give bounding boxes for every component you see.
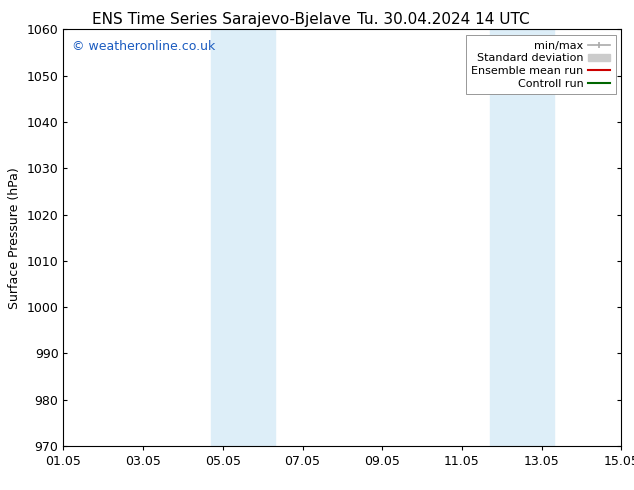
Text: © weatheronline.co.uk: © weatheronline.co.uk: [72, 40, 215, 53]
Legend: min/max, Standard deviation, Ensemble mean run, Controll run: min/max, Standard deviation, Ensemble me…: [466, 35, 616, 95]
Text: Tu. 30.04.2024 14 UTC: Tu. 30.04.2024 14 UTC: [358, 12, 530, 27]
Text: ENS Time Series Sarajevo-Bjelave: ENS Time Series Sarajevo-Bjelave: [93, 12, 351, 27]
Bar: [211, 29, 275, 446]
Y-axis label: Surface Pressure (hPa): Surface Pressure (hPa): [8, 167, 21, 309]
Bar: [490, 29, 553, 446]
